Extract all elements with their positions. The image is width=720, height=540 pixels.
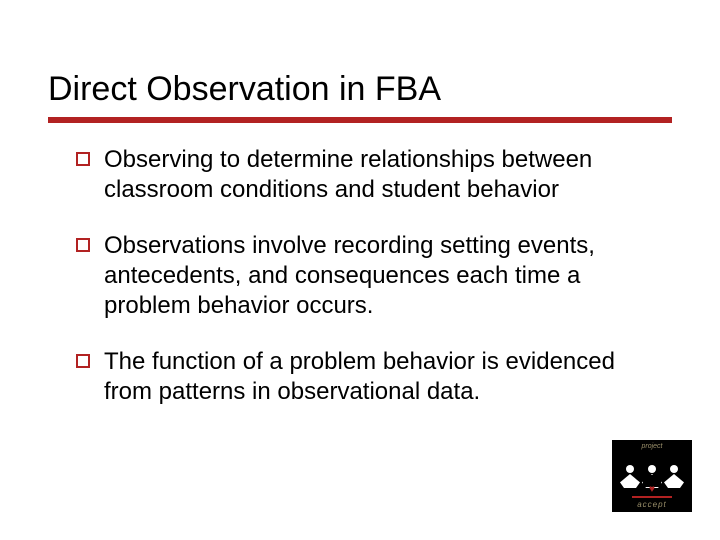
bullet-text: Observing to determine relationships bet… [104,145,660,205]
logo-bottom-text: accept [612,500,692,509]
list-item: Observing to determine relationships bet… [76,145,660,205]
logo-line [632,496,672,498]
project-accept-logo: project ♥ accept [612,440,692,512]
logo-top-text: project [612,443,692,450]
checkbox-bullet-icon [76,152,90,166]
slide: Direct Observation in FBA Observing to d… [0,0,720,540]
bullet-text: The function of a problem behavior is ev… [104,347,660,407]
checkbox-bullet-icon [76,354,90,368]
list-item: Observations involve recording setting e… [76,231,660,321]
slide-title: Direct Observation in FBA [0,0,720,115]
checkbox-bullet-icon [76,238,90,252]
heart-icon: ♥ [649,485,655,495]
bullet-text: Observations involve recording setting e… [104,231,660,321]
list-item: The function of a problem behavior is ev… [76,347,660,407]
bullet-list: Observing to determine relationships bet… [0,123,720,407]
